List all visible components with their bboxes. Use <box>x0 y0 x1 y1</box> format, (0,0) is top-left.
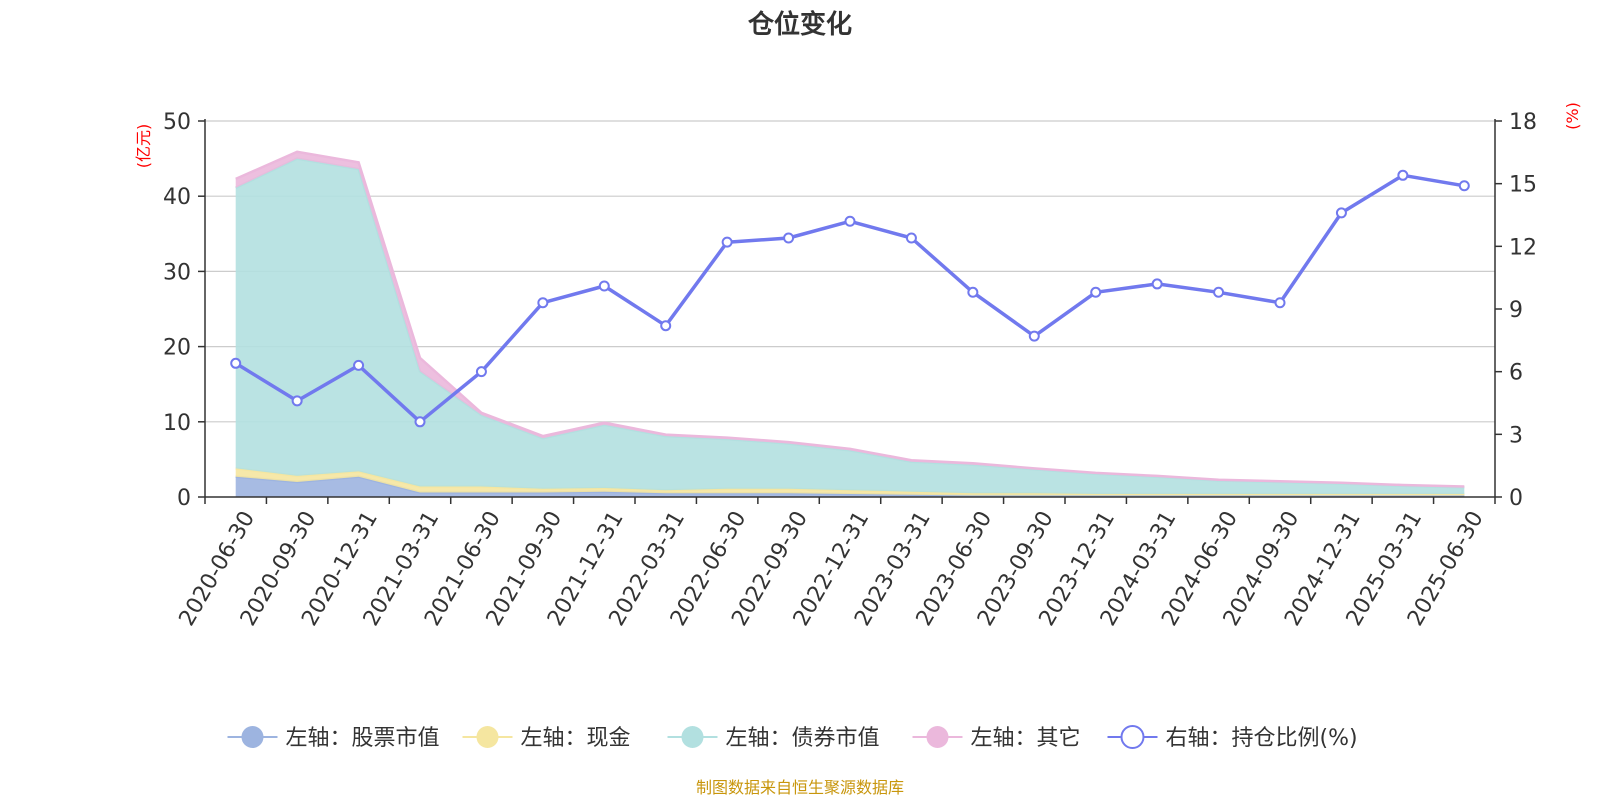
ratio-point <box>660 320 672 332</box>
right-axis-tick-label: 15 <box>1509 173 1537 198</box>
legend-marker <box>1120 725 1145 749</box>
legend-marker <box>681 726 704 748</box>
right-axis-tick-label: 12 <box>1509 235 1537 260</box>
ratio-point <box>1458 180 1470 192</box>
legend-item[interactable]: 左轴：债券市值 <box>667 726 880 751</box>
ratio-point <box>230 357 242 369</box>
legend-label: 右轴：持仓比例(%) <box>1166 726 1358 751</box>
right-axis-tick-label: 6 <box>1509 361 1523 386</box>
legend-marker <box>926 726 949 748</box>
legend: 左轴：股票市值 左轴：现金 左轴：债券市值 左轴：其它 右轴：持仓比例(%) <box>227 725 1358 751</box>
ratio-point <box>783 232 795 244</box>
left-axis-tick-label: 10 <box>163 411 191 436</box>
ratio-point <box>721 236 733 248</box>
ratio-point <box>1274 297 1286 309</box>
legend-label: 左轴：债券市值 <box>726 726 880 751</box>
ratio-point <box>291 395 303 407</box>
right-axis-tick-label: 0 <box>1509 486 1523 511</box>
left-axis-unit: (亿元) <box>134 124 153 169</box>
ratio-point <box>1151 278 1163 290</box>
ratio-point <box>1335 207 1347 219</box>
data-source-note: 制图数据来自恒生聚源数据库 <box>696 778 904 797</box>
left-axis-tick-label: 40 <box>163 185 191 210</box>
legend-label: 左轴：其它 <box>971 726 1081 751</box>
right-axis-tick-label: 3 <box>1509 423 1523 448</box>
legend-item[interactable]: 左轴：股票市值 <box>227 726 440 751</box>
right-axis-tick-label: 18 <box>1509 110 1537 135</box>
left-axis-tick-label: 0 <box>177 486 191 511</box>
ratio-point <box>844 215 856 227</box>
chart-title: 仓位变化 <box>747 9 852 40</box>
ratio-point <box>905 232 917 244</box>
area-左轴：债券市值 <box>235 158 1465 494</box>
right-axis-tick-label: 9 <box>1509 298 1523 323</box>
ratio-point <box>1213 286 1225 298</box>
left-axis-tick-label: 20 <box>163 336 191 361</box>
right-axis-unit: (%) <box>1563 102 1582 130</box>
stacked-areas <box>235 150 1465 497</box>
ratio-point <box>537 297 549 309</box>
legend-item[interactable]: 左轴：现金 <box>462 726 631 751</box>
ratio-point <box>967 286 979 298</box>
legend-item[interactable]: 左轴：其它 <box>912 726 1081 751</box>
legend-item[interactable]: 右轴：持仓比例(%) <box>1107 725 1358 751</box>
area-左轴：股票市值 <box>235 476 1465 497</box>
x-axis-tick-labels: 2020-06-302020-09-302020-12-312021-03-31… <box>174 507 1488 630</box>
ratio-point <box>1397 169 1409 181</box>
left-axis-tick-label: 30 <box>163 260 191 285</box>
ratio-point <box>475 366 487 378</box>
legend-marker <box>241 726 264 748</box>
legend-label: 左轴：股票市值 <box>286 726 440 751</box>
ratio-line-series <box>230 169 1470 428</box>
ratio-point <box>598 280 610 292</box>
legend-label: 左轴：现金 <box>521 726 631 751</box>
ratio-point <box>353 359 365 371</box>
legend-marker <box>476 726 499 748</box>
area-edge-左轴：其它 <box>235 150 1465 488</box>
ratio-point <box>1090 286 1102 298</box>
left-axis-tick-label: 50 <box>163 110 191 135</box>
ratio-point <box>1028 330 1040 342</box>
axes: 0 10 20 30 40 50 0 3 6 9 12 15 18 <box>163 110 1537 511</box>
ratio-point <box>414 416 426 428</box>
grid-lines <box>205 120 1495 423</box>
